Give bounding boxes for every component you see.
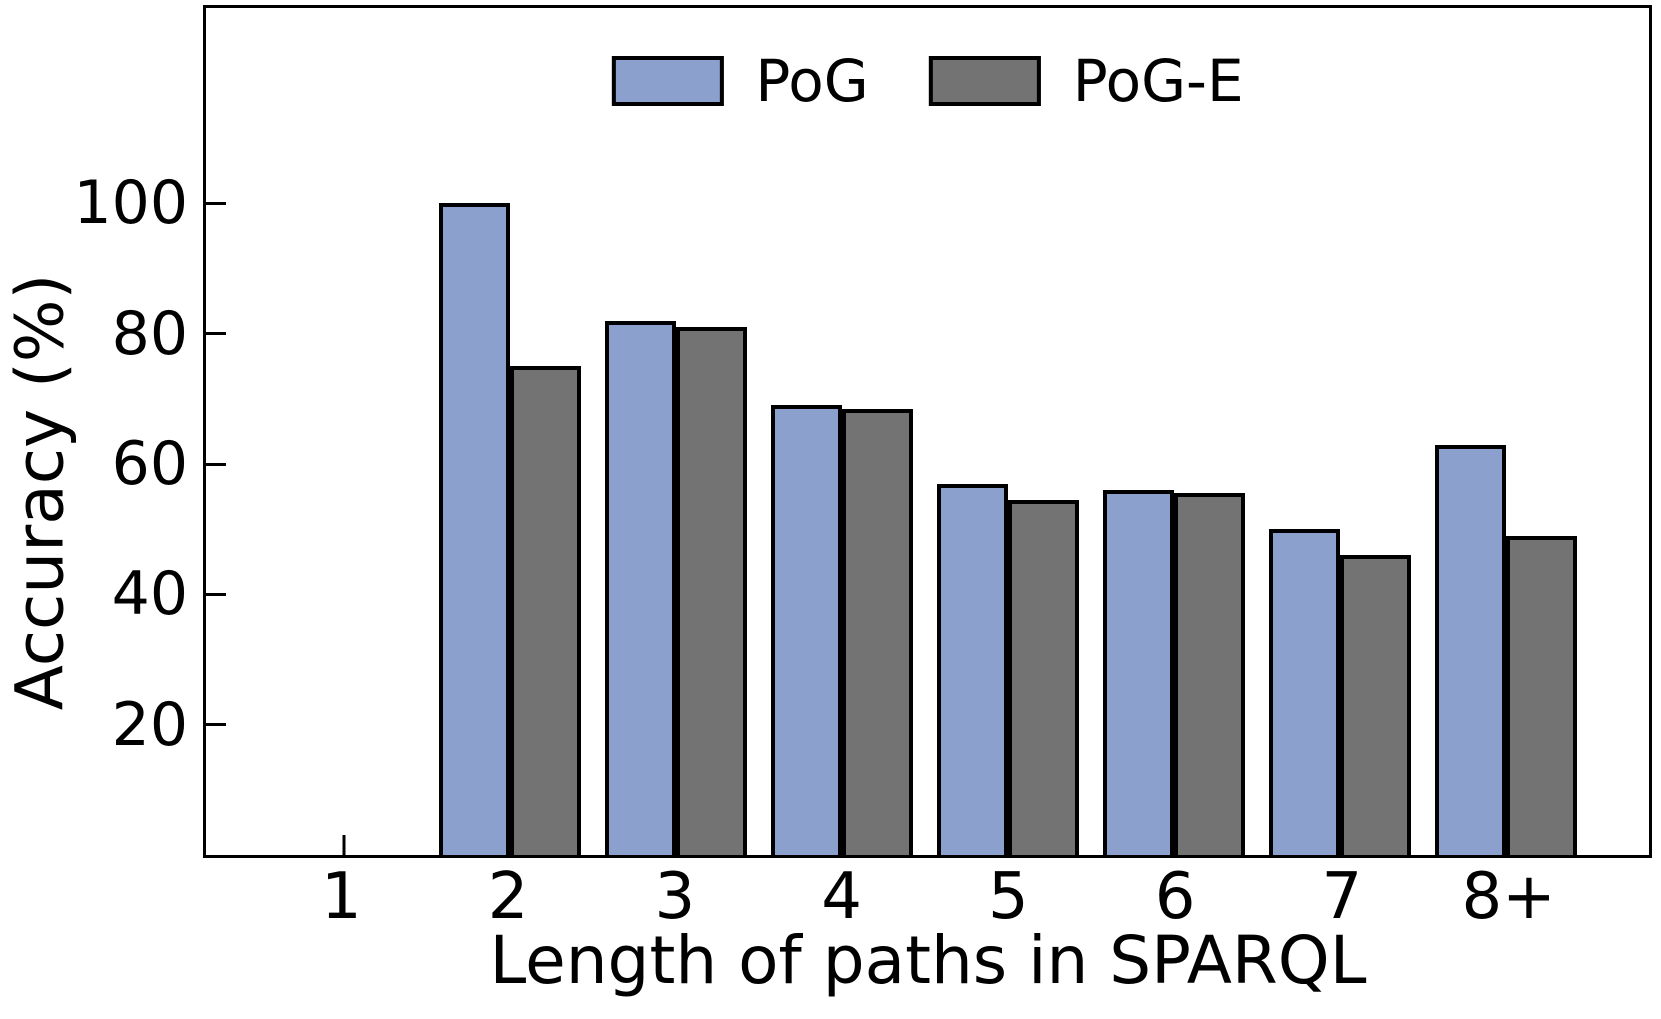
bar-pog-e-8+	[1506, 535, 1577, 855]
y-tick-label: 60	[111, 429, 188, 500]
bar-pog-e-6	[1174, 493, 1245, 855]
y-tick-mark	[206, 592, 226, 596]
x-tick-label-6: 6	[1154, 860, 1196, 934]
legend-swatch-pog	[611, 56, 724, 106]
y-tick-mark	[206, 723, 226, 727]
bars-region	[261, 8, 1589, 855]
category-slot-3	[593, 8, 759, 855]
bar-pog-3	[605, 320, 676, 855]
y-axis-label: Accuracy (%)	[1, 273, 79, 711]
x-tick-label-5: 5	[988, 860, 1029, 934]
y-tick-label: 100	[73, 168, 188, 239]
legend-item-pog-e: PoG-E	[928, 47, 1244, 115]
bar-pog-5	[937, 483, 1008, 855]
y-tick-label: 80	[111, 298, 188, 369]
x-tick-label-3: 3	[654, 860, 696, 934]
category-slot-5	[925, 8, 1091, 855]
bar-pog-2	[439, 203, 510, 855]
bar-pog-e-7	[1340, 555, 1411, 855]
y-tick-mark	[206, 201, 226, 205]
y-tick-mark	[206, 332, 226, 336]
bar-pog-8+	[1435, 444, 1506, 855]
plot-area: 20 40 60 80 100 PoG PoG-E	[73, 5, 1652, 858]
legend-label-pog-e: PoG-E	[1072, 47, 1244, 115]
bar-pog-7	[1269, 529, 1340, 855]
bar-pog-e-3	[676, 327, 747, 855]
category-slot-4	[759, 8, 925, 855]
y-tick-mark	[206, 462, 226, 466]
category-slot-8+	[1423, 8, 1589, 855]
legend-swatch-pog-e	[928, 56, 1041, 106]
bar-pog-e-5	[1008, 499, 1079, 855]
x-tick-label-7: 7	[1321, 860, 1363, 934]
legend-label-pog: PoG	[755, 47, 869, 115]
category-slot-2	[427, 8, 593, 855]
legend: PoG PoG-E	[611, 47, 1244, 115]
category-slot-7	[1257, 8, 1423, 855]
x-tick-label-2: 2	[487, 860, 529, 934]
bar-pog-4	[771, 405, 842, 855]
x-tick-label-8+: 8+	[1461, 860, 1556, 934]
category-slot-6	[1091, 8, 1257, 855]
bar-pog-e-4	[842, 408, 913, 855]
x-tick-label-1: 1	[321, 860, 362, 934]
legend-item-pog: PoG	[611, 47, 869, 115]
bar-pog-e-2	[510, 366, 581, 855]
x-tick-label-4: 4	[821, 860, 862, 934]
x-axis-tick-labels: 1 2 3 4 5 6 7 8+	[258, 860, 1592, 934]
x-tick-mark	[342, 835, 346, 855]
category-slot-1	[261, 8, 427, 855]
bar-pog-6	[1103, 490, 1174, 855]
y-tick-label: 40	[111, 559, 188, 630]
y-tick-label: 20	[111, 689, 188, 760]
x-axis-label: Length of paths in SPARQL	[489, 922, 1367, 999]
